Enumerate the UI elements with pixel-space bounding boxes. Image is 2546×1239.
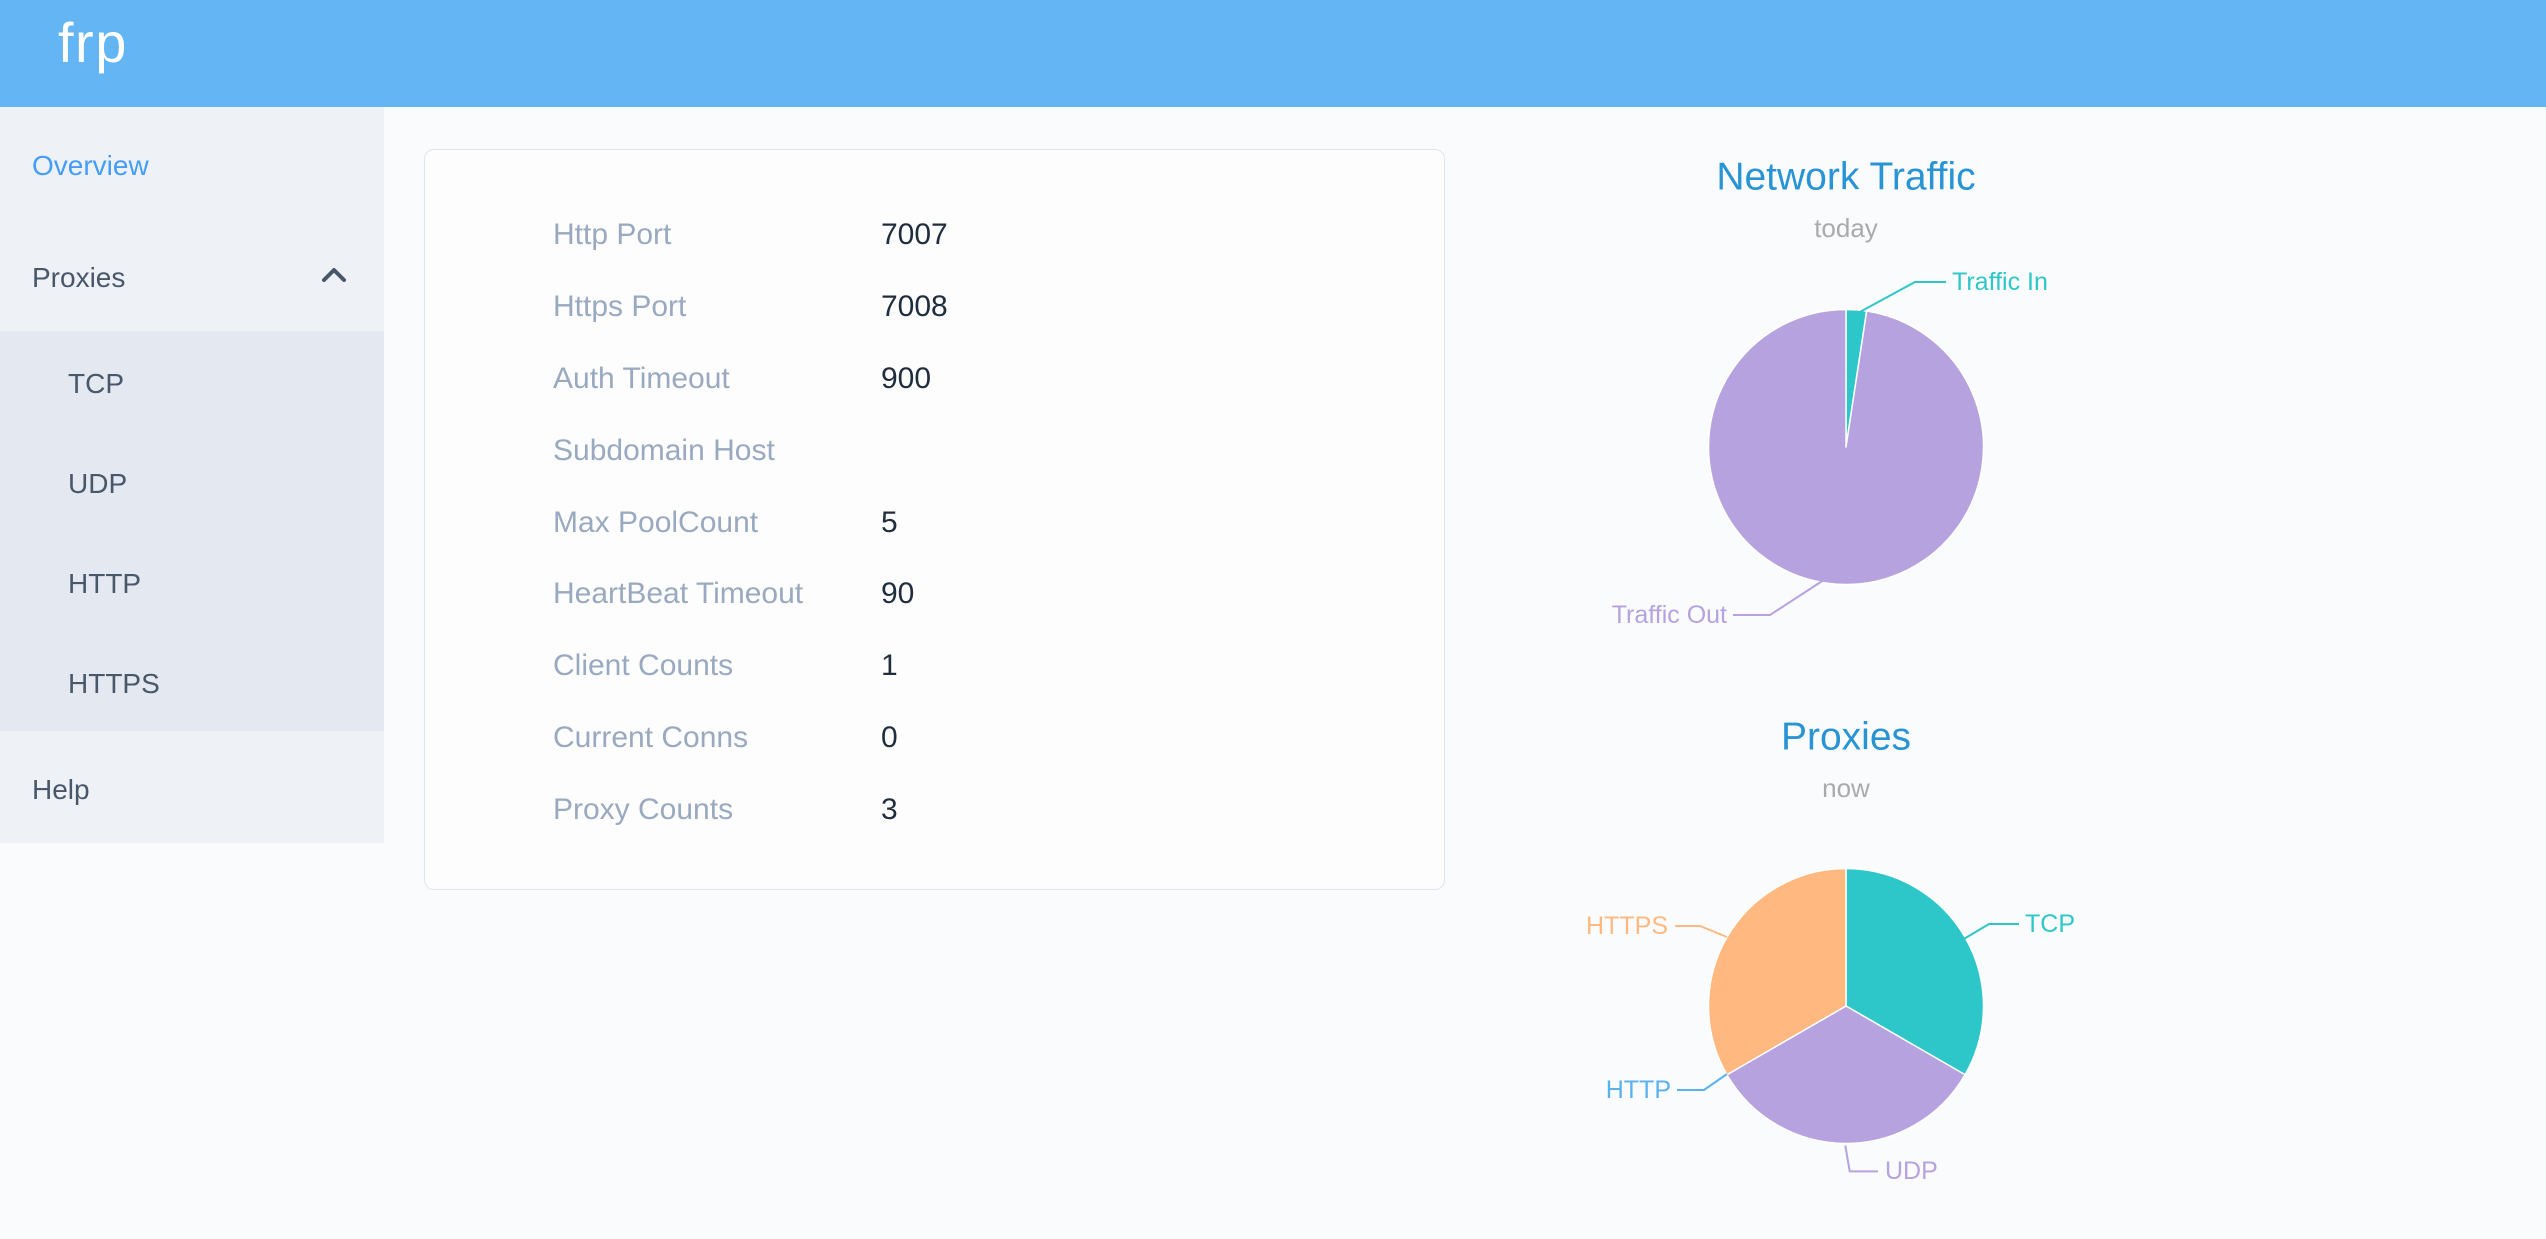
info-row-proxy-counts: Proxy Counts 3 (553, 774, 1424, 846)
pie-slice-traffic-out[interactable] (1707, 308, 1985, 586)
sidebar-item-label: HTTP (68, 568, 142, 599)
app-header: frp (0, 0, 2546, 107)
chart-subtitle: now (1822, 773, 1870, 803)
chart-subtitle: today (1814, 213, 1878, 243)
pie-label-udp: UDP (1885, 1157, 1938, 1185)
pie-slice-https[interactable] (1707, 867, 1847, 1076)
sidebar-item-label: Proxies (32, 262, 126, 293)
info-label: Subdomain Host (553, 433, 775, 467)
info-label: Https Port (553, 290, 687, 324)
info-value: 7007 (881, 218, 948, 252)
network-traffic-chart: Network Traffic today Traffic In Traffic Ou… (1446, 107, 2246, 706)
pie-label-line-tcp (1963, 923, 2019, 940)
sidebar-item-proxies[interactable]: Proxies (0, 219, 384, 331)
info-value: 900 (881, 361, 932, 395)
chart-title: Network Traffic (1716, 156, 1975, 199)
info-row-current-conns: Current Conns 0 (553, 702, 1424, 774)
server-info-card: Http Port 7007 Https Port 7008 Auth Time… (424, 149, 1445, 890)
info-row-client-counts: Client Counts 1 (553, 630, 1424, 702)
chevron-up-icon[interactable] (322, 268, 346, 282)
sidebar-item-label: Overview (32, 150, 149, 181)
info-label: Max PoolCount (553, 505, 759, 539)
info-value: 7008 (881, 290, 948, 324)
sidebar-item-label: TCP (68, 368, 124, 399)
sidebar-item-tcp[interactable]: TCP (0, 331, 384, 431)
sidebar-item-overview[interactable]: Overview (0, 107, 384, 219)
info-label: Current Conns (553, 720, 749, 754)
info-value: 5 (881, 505, 898, 539)
chart-title: Proxies (1781, 716, 1911, 759)
info-row-subdomain-host: Subdomain Host (553, 415, 1424, 487)
info-label: HeartBeat Timeout (553, 577, 804, 611)
sidebar-item-label: HTTPS (68, 668, 160, 699)
pie-label-https: HTTPS (1586, 912, 1668, 940)
info-value: 3 (881, 792, 898, 826)
sidebar-menu: Overview Proxies TCP UDP HTTP HTTPS Help (0, 107, 384, 843)
info-row-auth-timeout: Auth Timeout 900 (553, 343, 1424, 415)
app-logo: frp (58, 11, 128, 74)
info-label: Http Port (553, 218, 672, 252)
pie-chart-svg: Network Traffic today Traffic In Traffic Ou… (1612, 156, 2048, 630)
pie-label-line-http (1677, 1073, 1728, 1091)
info-value: 90 (881, 577, 915, 611)
info-row-http-port: Http Port 7007 (553, 200, 1424, 272)
pie-chart-svg: Proxies now TCP UDP HTTP HTTPS (1586, 716, 2075, 1186)
sidebar-submenu-proxies: TCP UDP HTTP HTTPS (0, 331, 384, 731)
info-row-https-port: Https Port 7008 (553, 271, 1424, 343)
info-value: 1 (881, 649, 898, 683)
info-row-heartbeat-timeout: HeartBeat Timeout 90 (553, 558, 1424, 630)
sidebar-item-udp[interactable]: UDP (0, 431, 384, 531)
pie-label-line-https (1675, 925, 1728, 938)
server-info-rows: Http Port 7007 Https Port 7008 Auth Time… (553, 200, 1424, 846)
sidebar-item-label: UDP (68, 468, 128, 499)
proxies-chart: Proxies now TCP UDP HTTP HTTPS (1446, 667, 2246, 1239)
pie-label-http: HTTP (1606, 1076, 1671, 1104)
info-label: Proxy Counts (553, 792, 734, 826)
pie-label-line-udp (1844, 1145, 1878, 1173)
sidebar-item-help[interactable]: Help (0, 731, 384, 843)
sidebar-item-https[interactable]: HTTPS (0, 631, 384, 731)
sidebar-item-label: Help (32, 774, 90, 805)
info-label: Auth Timeout (553, 361, 730, 395)
pie-label-line-traffic-in (1857, 281, 1946, 314)
info-row-max-poolcount: Max PoolCount 5 (553, 487, 1424, 559)
info-label: Client Counts (553, 649, 734, 683)
sidebar-item-http[interactable]: HTTP (0, 531, 384, 631)
pie-label-line-traffic-out (1733, 573, 1834, 616)
info-value: 0 (881, 720, 898, 754)
pie-label-tcp: TCP (2025, 910, 2075, 938)
pie-label-traffic-out: Traffic Out (1612, 601, 1727, 629)
pie-label-traffic-in: Traffic In (1952, 268, 2048, 296)
